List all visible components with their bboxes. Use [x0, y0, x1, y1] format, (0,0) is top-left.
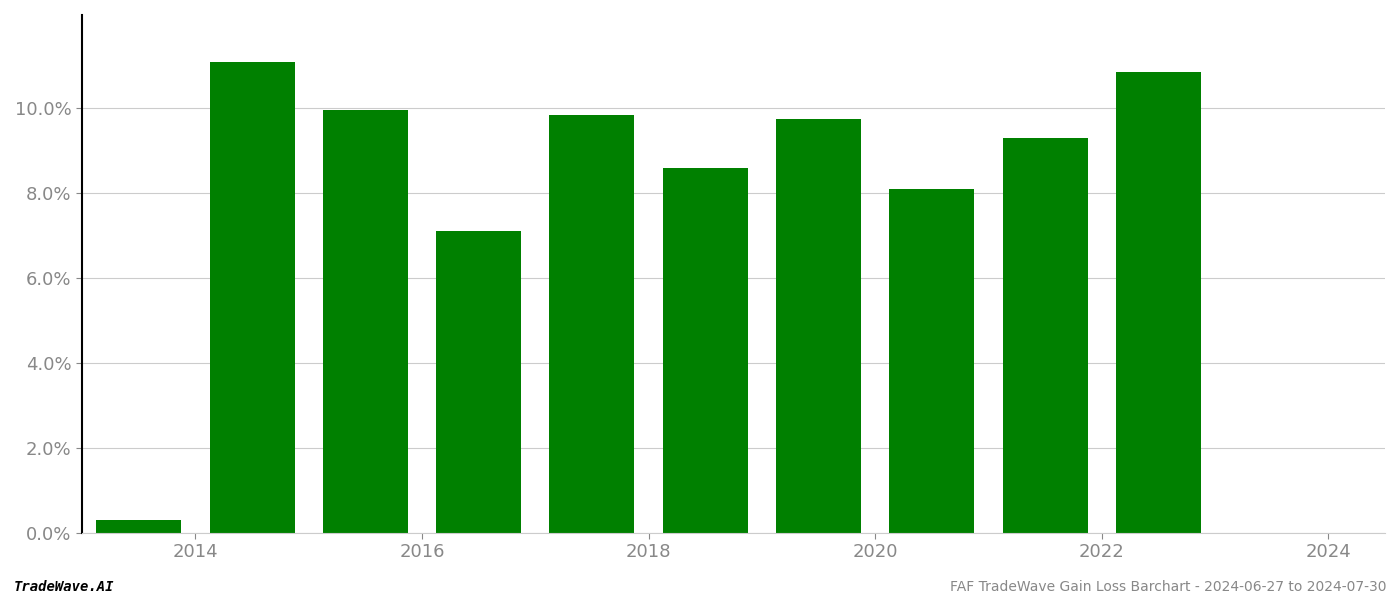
Bar: [549, 115, 634, 533]
Text: TradeWave.AI: TradeWave.AI: [14, 580, 115, 594]
Bar: [1002, 138, 1088, 533]
Bar: [323, 110, 407, 533]
Bar: [662, 168, 748, 533]
Bar: [889, 189, 974, 533]
Bar: [210, 62, 294, 533]
Bar: [97, 520, 181, 533]
Bar: [437, 232, 521, 533]
Text: FAF TradeWave Gain Loss Barchart - 2024-06-27 to 2024-07-30: FAF TradeWave Gain Loss Barchart - 2024-…: [949, 580, 1386, 594]
Bar: [776, 119, 861, 533]
Bar: [1116, 72, 1201, 533]
